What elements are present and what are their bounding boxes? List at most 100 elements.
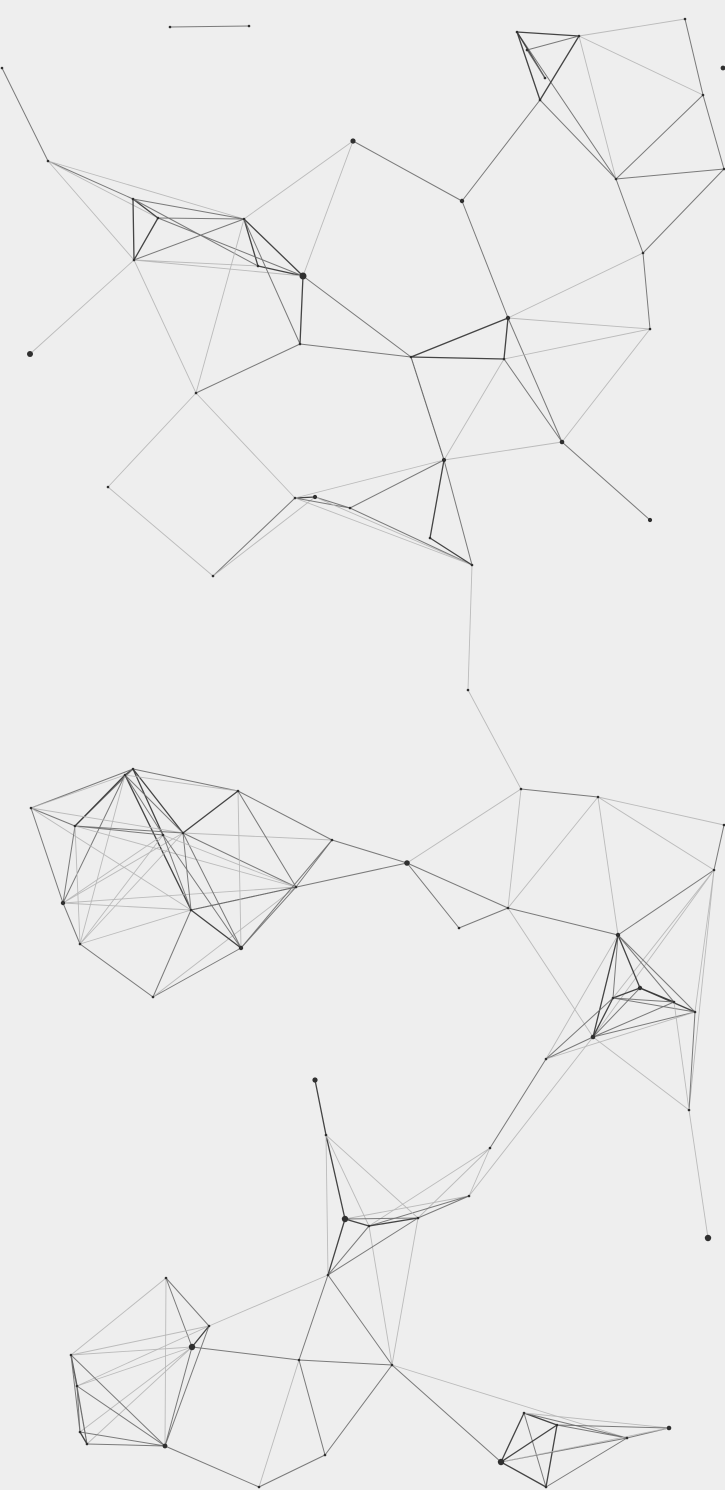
node <box>189 908 193 912</box>
node <box>467 1194 471 1198</box>
node <box>123 773 127 777</box>
edge <box>298 1274 329 1361</box>
node <box>712 868 716 872</box>
edge <box>30 807 184 834</box>
edge <box>182 832 333 841</box>
node <box>441 457 447 463</box>
node <box>298 342 302 346</box>
edge <box>578 35 617 180</box>
edge <box>561 328 651 443</box>
edge <box>30 774 126 809</box>
edge <box>391 1364 502 1463</box>
node <box>625 1436 629 1440</box>
edge <box>30 807 76 827</box>
node <box>78 1430 82 1434</box>
node <box>341 1215 349 1223</box>
edge <box>592 1011 696 1038</box>
edge <box>212 497 296 577</box>
edge <box>314 496 473 566</box>
edge <box>523 1412 558 1426</box>
edge <box>702 94 725 170</box>
edge <box>545 1011 696 1060</box>
edge <box>468 1147 491 1197</box>
edge <box>556 1424 670 1429</box>
edge <box>688 869 715 1111</box>
edge <box>592 1036 690 1111</box>
edge <box>70 1277 167 1356</box>
edge <box>86 1443 166 1447</box>
edge <box>124 774 164 836</box>
edge <box>344 1218 370 1227</box>
edge <box>124 774 239 792</box>
node <box>156 216 160 220</box>
edge <box>79 1346 193 1433</box>
node <box>326 1273 330 1277</box>
edge <box>503 358 563 443</box>
edge <box>70 1354 81 1433</box>
edge <box>133 218 245 261</box>
node <box>207 1324 211 1328</box>
edge <box>132 768 184 834</box>
edge <box>70 1325 210 1356</box>
edge <box>133 259 259 267</box>
node <box>611 996 615 1000</box>
edge <box>349 459 445 509</box>
edge <box>132 768 164 836</box>
edge <box>74 774 126 827</box>
edge <box>327 1217 419 1276</box>
node <box>590 1034 596 1040</box>
node <box>350 138 356 144</box>
node <box>722 167 725 171</box>
node <box>693 1010 697 1014</box>
edge <box>299 275 304 345</box>
edge <box>243 218 259 267</box>
edge <box>70 1354 166 1447</box>
node <box>299 272 307 280</box>
edge <box>327 1225 370 1276</box>
edge <box>406 788 522 864</box>
edge <box>237 790 333 841</box>
edge <box>684 18 704 96</box>
node <box>459 198 465 204</box>
edge <box>314 496 351 509</box>
edge <box>500 1424 558 1463</box>
edge <box>545 997 614 1060</box>
edge <box>162 834 297 888</box>
edge <box>191 1346 300 1361</box>
edge <box>30 807 64 904</box>
node <box>151 995 155 999</box>
edge <box>79 834 164 945</box>
edge <box>62 902 81 945</box>
edge <box>489 1058 547 1149</box>
edge <box>243 218 301 345</box>
node <box>577 34 581 38</box>
node <box>543 76 547 80</box>
node <box>85 1442 89 1446</box>
node <box>502 357 506 361</box>
edge <box>507 252 644 319</box>
edge <box>597 796 725 826</box>
edge <box>162 834 192 911</box>
edge <box>182 832 192 911</box>
edge <box>516 31 580 37</box>
edge <box>617 934 641 989</box>
node <box>404 860 410 866</box>
node <box>683 17 687 21</box>
edge <box>406 862 460 929</box>
edge <box>62 902 192 911</box>
edge <box>331 839 408 864</box>
node <box>78 942 82 946</box>
node <box>242 217 246 221</box>
edge <box>461 200 509 319</box>
edge <box>429 537 473 566</box>
edge <box>617 934 696 1013</box>
node <box>330 838 334 842</box>
edge <box>458 907 509 929</box>
edge <box>592 869 715 1038</box>
edge <box>417 1195 470 1219</box>
edge <box>107 392 197 488</box>
edge <box>539 35 580 101</box>
node <box>559 439 565 445</box>
node <box>131 197 135 201</box>
edge <box>561 441 651 521</box>
